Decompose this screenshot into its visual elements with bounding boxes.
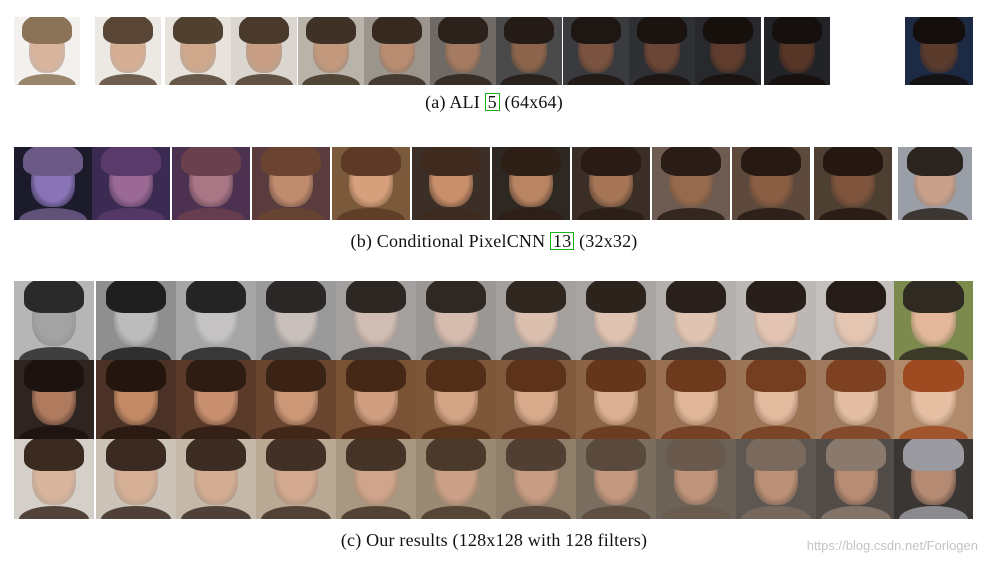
face-photo-interp [736,281,816,360]
face-photo-interp [336,281,416,360]
face-photo-interp [736,360,816,439]
face-photo-interp [732,147,810,220]
face-photo-interp [656,360,736,439]
face-photo-interp [816,281,896,360]
face-photo-interp [656,281,736,360]
face-photo-interp [96,439,176,519]
face-photo-interp [332,147,410,220]
face-photo-interp [336,360,416,439]
face-photo-interp [576,439,656,519]
face-photo-interp [496,281,576,360]
face-photo-interp [576,360,656,439]
face-photo-interp [430,17,496,85]
face-photo-interp [172,147,250,220]
face-photo-interp [252,147,330,220]
face-photo-interp [814,147,892,220]
face-photo-interp [496,17,562,85]
face-photo-interp [416,439,496,519]
citation-link-5[interactable]: 5 [484,93,500,111]
face-photo-interp [92,147,170,220]
face-photo-interp [364,17,430,85]
face-photo-interp [656,439,736,519]
face-photo-interp [298,17,364,85]
face-photo-interp [652,147,730,220]
face-photo-interp [695,17,761,85]
caption-a: (a) ALI 5 (64x64) [425,92,563,112]
face-photo-interp [496,360,576,439]
face-photo-interp [165,17,231,85]
face-photo-interp [14,17,80,85]
face-photo-interp [816,439,896,519]
citation-link-13[interactable]: 13 [550,232,575,250]
face-photo-interp [95,17,161,85]
face-photo-interp [176,281,256,360]
face-photo-interp [96,281,176,360]
face-photo-interp [563,17,629,85]
face-photo-interp [176,360,256,439]
face-photo-interp [416,360,496,439]
face-photo-interp [629,17,695,85]
face-photo-interp [14,360,94,439]
face-photo-interp [256,439,336,519]
face-photo-interp [816,360,896,439]
face-photo-interp [764,17,830,85]
face-photo-interp [576,281,656,360]
face-photo-real [898,147,972,220]
face-photo-interp [231,17,297,85]
face-photo-interp [256,281,336,360]
face-photo-interp [412,147,490,220]
face-photo-real [894,360,973,439]
face-photo-interp [14,439,94,519]
face-photo-real [905,17,973,85]
face-photo-interp [736,439,816,519]
face-photo-interp [256,360,336,439]
watermark-text: https://blog.csdn.net/Forlogen [806,538,978,553]
caption-c: (c) Our results (128x128 with 128 filter… [340,530,648,550]
face-photo-real [894,281,973,360]
face-photo-real [894,439,973,519]
face-photo-interp [336,439,416,519]
face-photo-interp [176,439,256,519]
face-photo-interp [496,439,576,519]
face-photo-interp [14,147,92,220]
caption-b: (b) Conditional PixelCNN 13 (32x32) [350,231,638,251]
face-photo-interp [14,281,94,360]
face-photo-interp [416,281,496,360]
face-photo-interp [96,360,176,439]
face-photo-interp [572,147,650,220]
face-photo-interp [492,147,570,220]
